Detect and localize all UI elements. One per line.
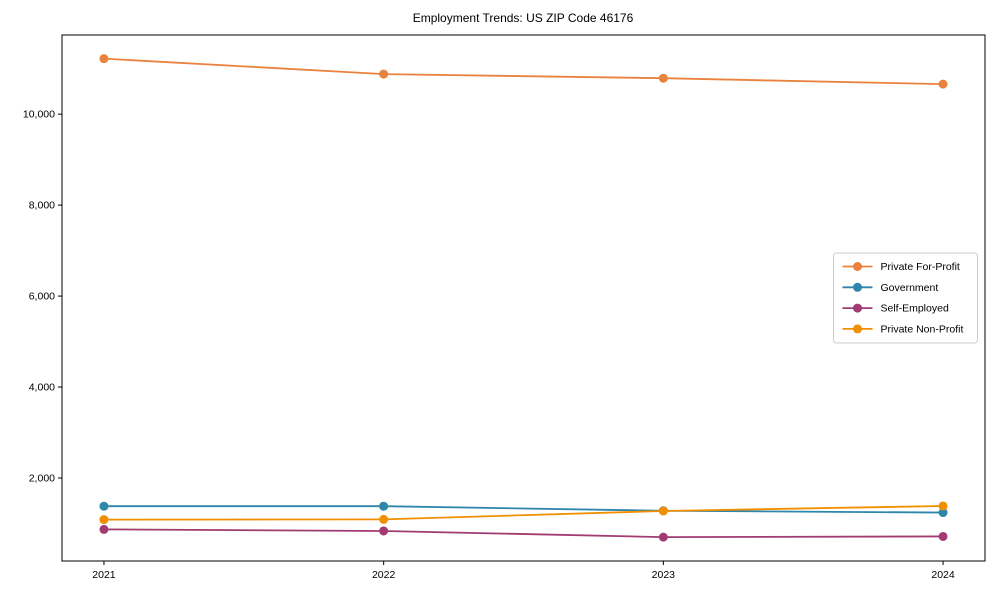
series-marker-3 — [658, 506, 668, 516]
y-tick-label: 6,000 — [29, 291, 55, 303]
series-line-2 — [103, 528, 944, 539]
x-tick-label: 2021 — [92, 569, 116, 581]
x-tick-label: 2023 — [652, 569, 676, 581]
legend-marker-dot — [853, 262, 862, 271]
y-tick-label: 10,000 — [23, 109, 55, 121]
series-marker-2 — [938, 531, 948, 541]
series-line-1 — [103, 505, 944, 514]
series-line-3 — [103, 505, 944, 521]
series-marker-3 — [99, 515, 109, 525]
y-tick-label: 4,000 — [29, 382, 55, 394]
legend-marker-dot — [853, 303, 862, 313]
x-tick-label: 2022 — [372, 569, 396, 581]
series-marker-1 — [99, 501, 109, 511]
axes-frame — [61, 34, 986, 562]
legend-marker-dot — [853, 324, 862, 334]
x-tick-label: 2024 — [931, 569, 955, 581]
series-marker-0 — [658, 73, 668, 83]
series-marker-0 — [99, 54, 109, 64]
series-marker-0 — [938, 79, 948, 89]
legend-label: Self-Employed — [881, 303, 949, 315]
series-marker-2 — [99, 524, 109, 534]
legend-box — [833, 252, 978, 344]
series-marker-3 — [938, 501, 948, 511]
y-tick-label: 2,000 — [29, 472, 55, 484]
y-tick-label: 8,000 — [29, 200, 55, 212]
series-line-0 — [103, 57, 944, 86]
series-marker-0 — [379, 69, 389, 79]
series-marker-2 — [658, 532, 668, 542]
series-marker-1 — [379, 501, 389, 511]
legend-marker-dot — [853, 282, 862, 292]
legend-label: Private For-Profit — [881, 261, 960, 273]
chart-title: Employment Trends: US ZIP Code 46176 — [413, 11, 634, 25]
legend-label: Private Non-Profit — [881, 323, 964, 335]
series-marker-2 — [379, 526, 389, 536]
series-marker-3 — [379, 514, 389, 524]
legend-label: Government — [881, 282, 939, 294]
series-marker-1 — [938, 508, 948, 518]
